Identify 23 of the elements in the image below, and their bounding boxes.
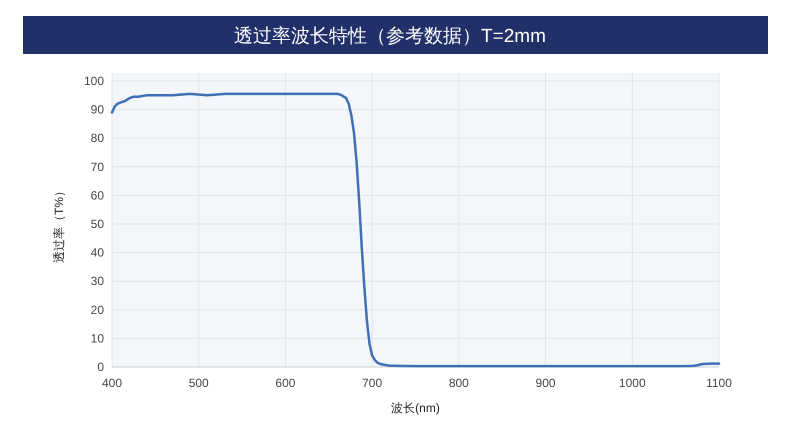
y-tick-label: 0 bbox=[97, 360, 104, 374]
y-tick-label: 100 bbox=[84, 74, 104, 88]
y-tick-label: 10 bbox=[90, 331, 104, 346]
y-tick-label: 20 bbox=[90, 302, 104, 317]
y-tick-label: 90 bbox=[90, 102, 104, 117]
y-tick-label: 70 bbox=[90, 160, 104, 174]
x-tick-label: 600 bbox=[275, 376, 296, 390]
y-tick-label: 50 bbox=[90, 217, 104, 231]
y-tick-label: 60 bbox=[90, 188, 104, 202]
x-axis-title: 波长(nm) bbox=[391, 401, 440, 415]
line-series bbox=[110, 92, 720, 368]
x-tick-label: 500 bbox=[188, 376, 210, 390]
x-tick-label: 800 bbox=[448, 376, 470, 390]
x-tick-label: 700 bbox=[362, 376, 382, 390]
x-tick-label: 400 bbox=[102, 376, 122, 390]
y-tick-label: 80 bbox=[90, 131, 104, 146]
y-tick-label: 30 bbox=[90, 274, 104, 288]
chart-title: 透过率波长特性（参考数据）T=2mm bbox=[234, 25, 546, 47]
x-tick-label: 1000 bbox=[618, 376, 646, 390]
x-tick-label: 1100 bbox=[706, 376, 732, 390]
y-tick-label: 40 bbox=[90, 246, 104, 260]
x-tick-label: 900 bbox=[536, 376, 556, 390]
y-axis-title: 透过率（T%） bbox=[52, 185, 66, 263]
